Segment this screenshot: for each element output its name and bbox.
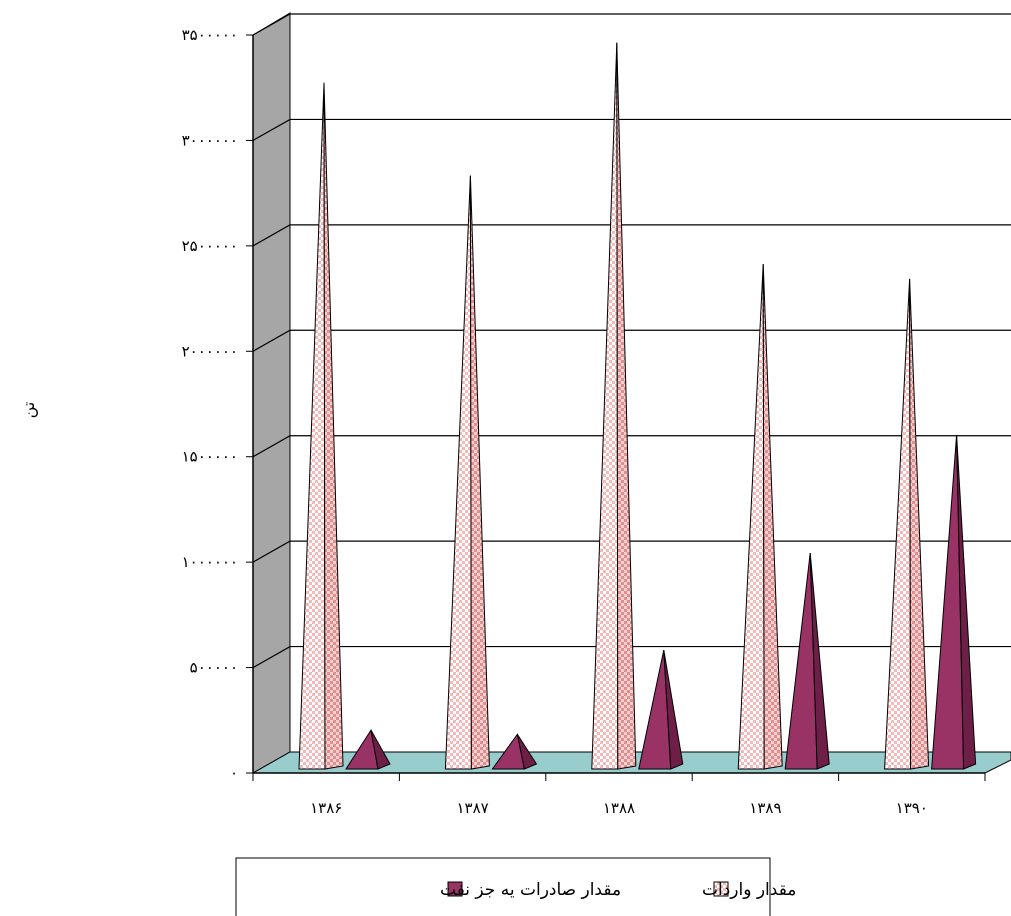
- legend-swatch-imports: [713, 881, 729, 897]
- export-cone: [931, 434, 977, 770]
- import-cone-front: [591, 42, 619, 770]
- export-cone-side: [809, 552, 830, 770]
- legend: مقدار واردات مقدار صادرات یه جز نفت: [235, 857, 796, 916]
- import-cone: [737, 264, 783, 770]
- gridline: [252, 13, 1011, 36]
- legend-box: [235, 857, 771, 916]
- x-tick-label: ۱۳۸۸: [603, 799, 635, 817]
- import-cone-front: [884, 278, 912, 770]
- import-cone: [444, 175, 490, 770]
- y-tick-label: ۰: [230, 764, 238, 782]
- x-tick-label: ۱۳۸۷: [456, 799, 488, 817]
- export-cone: [345, 728, 391, 770]
- cones: [298, 42, 977, 770]
- export-cone-side: [370, 729, 391, 770]
- legend-label-imports: مقدار واردات: [702, 880, 796, 900]
- export-cone: [638, 649, 684, 770]
- import-cone-front: [737, 264, 765, 770]
- y-ticks: ۰ ۵۰۰۰۰۰ ۱۰۰۰۰۰۰ ۱۵۰۰۰۰۰ ۲۰۰۰۰۰۰ ۲۵۰۰۰۰۰ ۳۰۰۰۰…: [182, 26, 253, 782]
- import-cone-side: [469, 175, 490, 770]
- import-cone: [591, 42, 637, 770]
- y-tick-label: ۳۵۰۰۰۰۰: [182, 26, 238, 44]
- export-cone-side: [516, 734, 538, 770]
- gridline: [252, 118, 1011, 141]
- y-tick-label: ۱۵۰۰۰۰۰: [182, 448, 238, 466]
- import-cone: [884, 278, 930, 770]
- x-tick-label: ۱۳۸۹: [749, 799, 781, 817]
- y-axis-label: تن: [19, 402, 39, 419]
- import-cone-front: [298, 82, 326, 770]
- import-cone-front: [444, 175, 472, 770]
- x-tick-label: ۱۳۹۰: [896, 799, 928, 817]
- y-tick-label: ۵۰۰۰۰۰: [190, 659, 238, 677]
- import-cone-side: [323, 82, 344, 770]
- y-tick-label: ۲۰۰۰۰۰۰: [182, 342, 238, 360]
- export-cone: [784, 552, 830, 770]
- export-cone-side: [663, 649, 684, 770]
- gridline: [252, 435, 1011, 458]
- import-cone: [298, 82, 344, 770]
- y-tick-label: ۳۰۰۰۰۰۰: [182, 131, 238, 149]
- import-cone-side: [762, 264, 783, 770]
- gridline: [252, 224, 1011, 247]
- y-tick-label: ۱۰۰۰۰۰۰: [182, 553, 238, 571]
- import-cone-side: [616, 42, 637, 770]
- export-cone: [491, 733, 538, 770]
- gridline: [252, 329, 1011, 352]
- export-cone-side: [956, 434, 977, 770]
- legend-label-exports: مقدار صادرات یه جز نفت: [440, 880, 621, 900]
- import-cone-side: [909, 278, 930, 770]
- legend-swatch-exports: [447, 881, 463, 897]
- y-tick-label: ۲۵۰۰۰۰۰: [182, 237, 238, 255]
- x-ticks: ۱۳۸۶ ۱۳۸۷ ۱۳۸۸ ۱۳۸۹ ۱۳۹۰: [252, 773, 986, 817]
- x-tick-label: ۱۳۸۶: [310, 799, 342, 817]
- side-wall: [252, 12, 291, 774]
